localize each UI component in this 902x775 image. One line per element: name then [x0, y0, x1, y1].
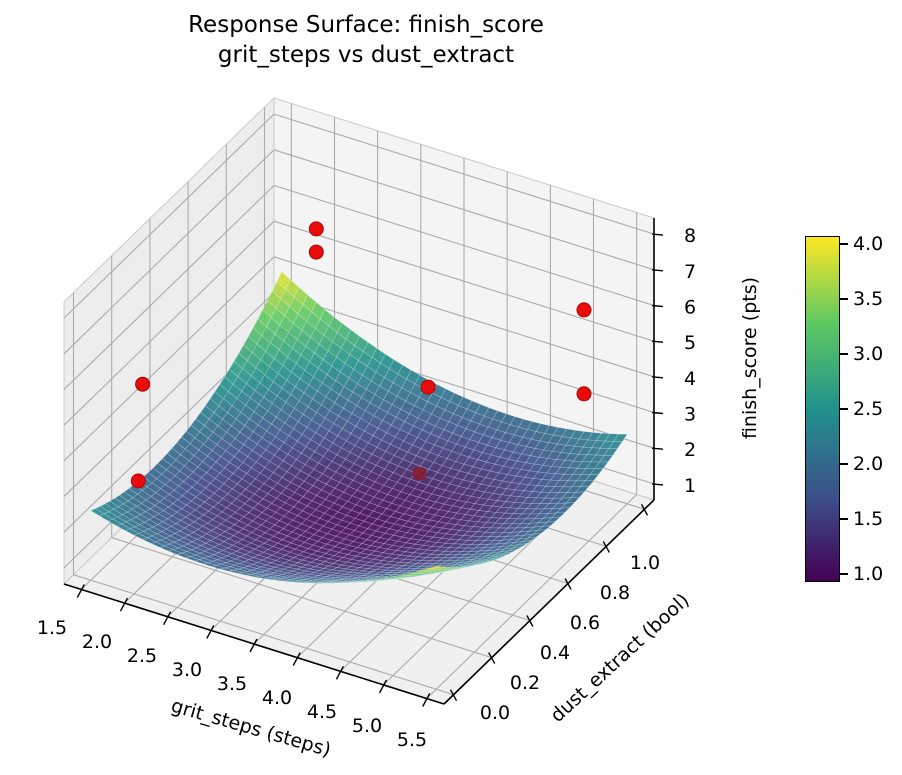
colorbar-tick-mark	[840, 408, 848, 410]
chart-title: Response Surface: finish_score grit_step…	[30, 10, 702, 70]
colorbar-tick-label: 4.0	[853, 232, 884, 255]
z-axis-label: finish_score (pts)	[739, 276, 761, 440]
y-tick-label: 1.0	[630, 552, 660, 574]
z-tick-label: 6	[684, 296, 696, 318]
colorbar-tick-mark	[840, 352, 848, 355]
scatter-point	[130, 473, 146, 489]
chart-title-line1: Response Surface: finish_score	[188, 12, 544, 38]
z-tick-label: 1	[684, 475, 696, 497]
colorbar-tick-label: 2.5	[853, 398, 884, 420]
colorbar-tick-label: 1.0	[853, 563, 884, 586]
z-tick-label: 7	[684, 261, 696, 283]
colorbar-tick-mark	[840, 573, 848, 576]
scatter-point	[308, 244, 324, 260]
x-tick-label: 3.5	[217, 673, 247, 695]
colorbar-tick-mark	[840, 463, 848, 466]
colorbar-tick-label: 1.5	[853, 508, 884, 531]
chart-title-line2: grit_steps vs dust_extract	[217, 42, 515, 68]
z-tick-label: 5	[684, 332, 696, 354]
x-tick-label: 2.0	[82, 631, 112, 653]
y-tick-label: 0.4	[540, 642, 570, 664]
tick-marks-and-labels: 1.5 2.0 2.5 3.0 3.5 4.0 4.5 5.0 5.5 0.00.20.40.60…	[37, 225, 696, 751]
scatter-point	[420, 379, 436, 395]
scatter-point	[135, 376, 151, 392]
z-tick-label: 2	[684, 439, 696, 461]
x-tick-label: 1.5	[37, 617, 67, 639]
x-tick-label: 4.0	[262, 687, 292, 709]
scatter-point	[576, 386, 592, 402]
colorbar-tick-mark	[840, 242, 848, 245]
colorbar: 1.0 1.5 2.0 2.5 3.0 3.5 4.0	[805, 233, 902, 585]
scatter-points	[130, 221, 592, 489]
colorbar-tick-label: 3.5	[853, 287, 884, 310]
z-tick-label: 4	[684, 368, 696, 390]
colorbar-tick-label: 3.0	[853, 342, 884, 365]
x-tick-label: 5.5	[397, 729, 427, 751]
surface-mesh	[90, 271, 628, 584]
x-tick-label: 5.0	[352, 715, 382, 737]
y-tick-label: 0.8	[600, 582, 630, 604]
z-tick-label: 8	[684, 225, 696, 247]
x-tick-label: 3.0	[172, 659, 202, 681]
x-tick-label: 4.5	[307, 701, 337, 723]
scatter-point	[308, 221, 324, 237]
y-tick-label: 0.6	[570, 612, 600, 634]
x-tick-label: 2.5	[127, 645, 157, 667]
scatter-point-behind	[412, 466, 427, 481]
scatter-point	[576, 302, 592, 318]
colorbar-tick-label: 2.0	[853, 453, 884, 476]
y-tick-label: 0.2	[510, 672, 540, 694]
z-tick-label: 3	[684, 404, 696, 426]
y-tick-label: 0.0	[480, 702, 510, 724]
colorbar-gradient	[805, 236, 840, 582]
colorbar-tick-mark	[840, 297, 848, 300]
colorbar-tick-mark	[840, 518, 848, 521]
